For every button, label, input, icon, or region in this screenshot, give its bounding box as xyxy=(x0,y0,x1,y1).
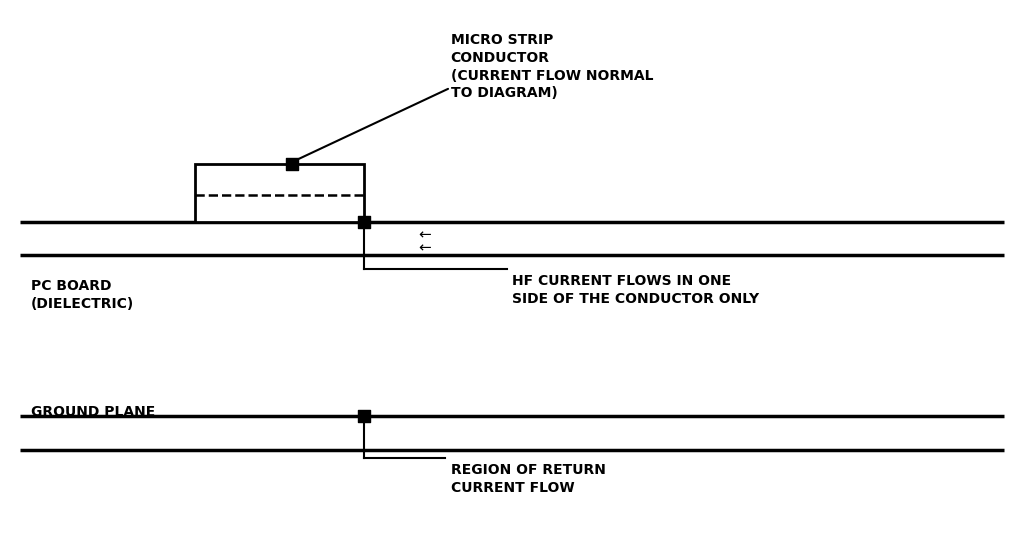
Text: GROUND PLANE: GROUND PLANE xyxy=(31,405,155,419)
Text: ←: ← xyxy=(419,227,431,242)
Text: HF CURRENT FLOWS IN ONE
SIDE OF THE CONDUCTOR ONLY: HF CURRENT FLOWS IN ONE SIDE OF THE COND… xyxy=(512,274,759,306)
Text: MICRO STRIP
CONDUCTOR
(CURRENT FLOW NORMAL
TO DIAGRAM): MICRO STRIP CONDUCTOR (CURRENT FLOW NORM… xyxy=(451,33,653,100)
Bar xyxy=(195,164,364,222)
Point xyxy=(355,412,372,421)
Text: REGION OF RETURN
CURRENT FLOW: REGION OF RETURN CURRENT FLOW xyxy=(451,463,605,495)
Point xyxy=(284,160,300,169)
Text: PC BOARD
(DIELECTRIC): PC BOARD (DIELECTRIC) xyxy=(31,279,134,311)
Point xyxy=(355,218,372,226)
Text: ←: ← xyxy=(419,240,431,255)
